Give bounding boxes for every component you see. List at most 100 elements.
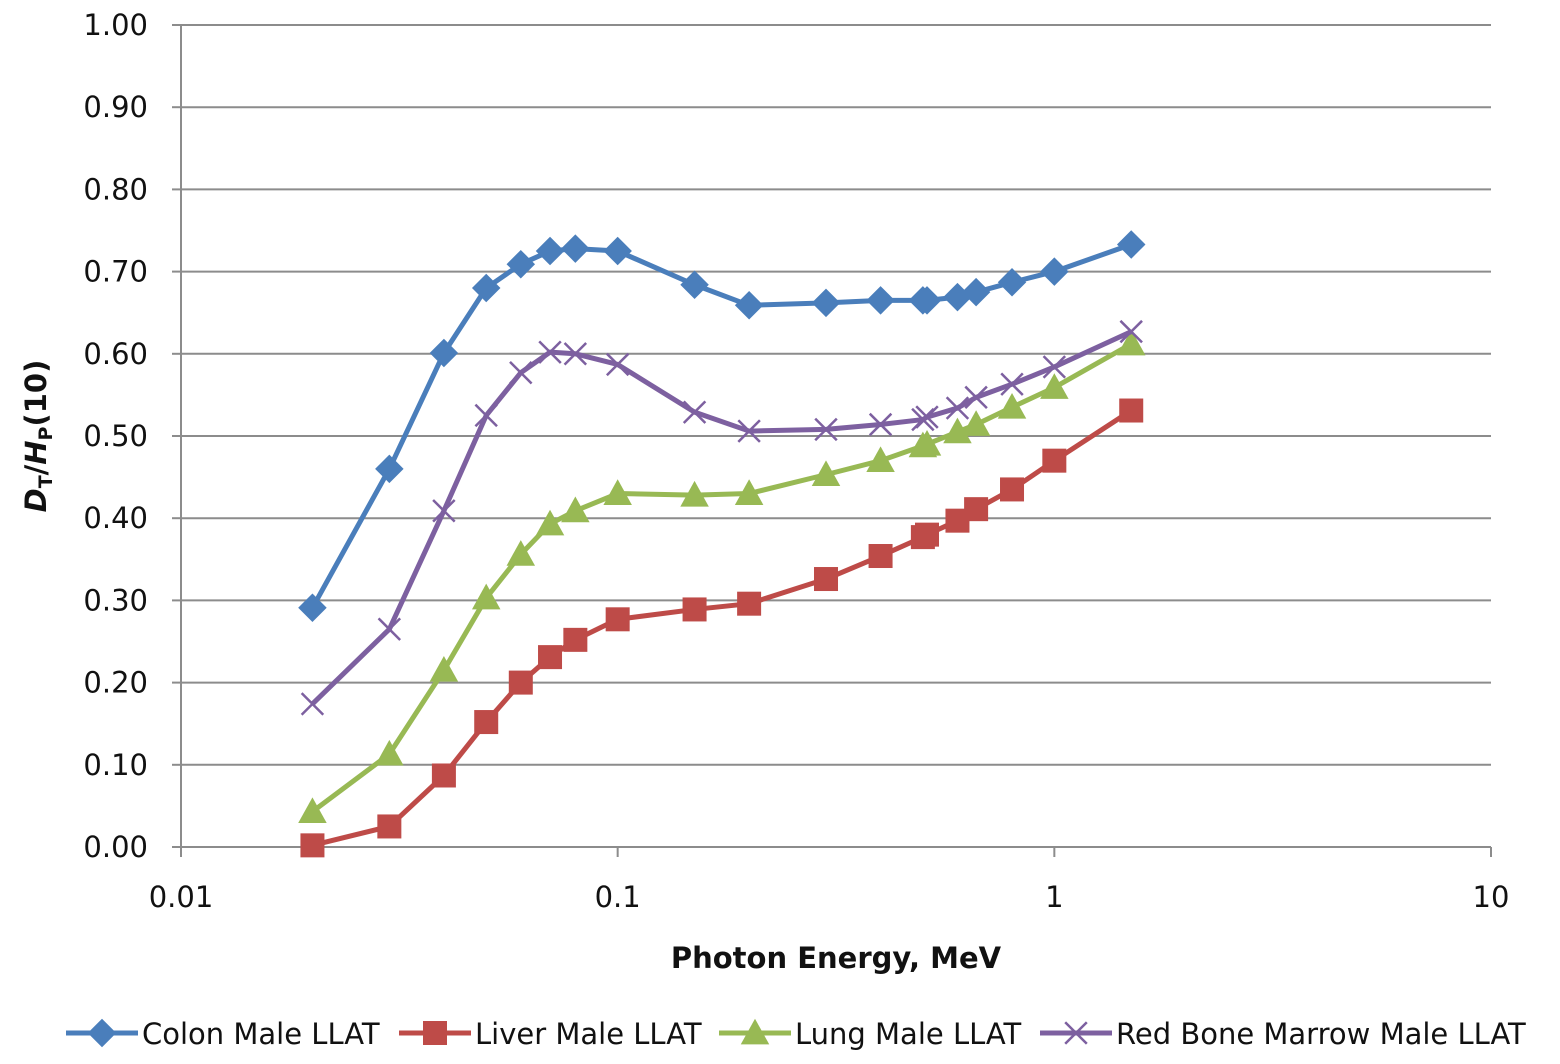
series-liver-male-llat	[300, 398, 1144, 858]
data-point	[680, 270, 709, 300]
data-point	[432, 499, 456, 523]
legend-item: Red Bone Marrow Male LLAT	[1040, 1017, 1526, 1051]
data-point	[538, 340, 562, 364]
data-point	[509, 361, 533, 385]
legend-marker	[1064, 1021, 1088, 1045]
data-point	[1116, 230, 1146, 259]
data-point	[811, 460, 841, 487]
data-point	[811, 288, 841, 318]
data-point	[866, 286, 895, 315]
legend-label: Colon Male LLAT	[142, 1017, 380, 1051]
data-point	[868, 544, 893, 569]
x-tick-label: 0.01	[149, 880, 214, 914]
data-point	[508, 670, 533, 695]
y-tick-label: 1.00	[83, 8, 148, 42]
legend-label: Lung Male LLAT	[795, 1017, 1022, 1051]
data-point	[429, 656, 459, 682]
data-point	[961, 410, 991, 436]
data-point	[866, 446, 895, 473]
data-point	[682, 400, 707, 424]
legend-item: Colon Male LLAT	[66, 1017, 380, 1051]
data-point	[535, 236, 565, 266]
x-tick-label: 0.1	[595, 880, 641, 914]
data-point	[298, 593, 327, 623]
y-tick-label: 0.50	[83, 419, 148, 453]
data-point	[603, 236, 632, 266]
data-point	[1040, 373, 1069, 399]
data-point	[1000, 372, 1024, 396]
data-point	[814, 567, 839, 592]
data-point	[1042, 355, 1067, 379]
data-point	[605, 607, 630, 632]
y-axis-title-sub2: P	[35, 426, 57, 440]
data-point	[506, 540, 536, 566]
y-axis-title-italic2: H	[19, 440, 53, 464]
data-point	[1042, 448, 1067, 473]
data-point	[964, 497, 989, 522]
y-tick-label: 0.20	[83, 666, 148, 700]
legend: Colon Male LLAT Liver Male LLAT Lung Male …	[66, 1017, 1526, 1051]
y-axis-title: DT/HP(10)	[19, 360, 57, 513]
y-axis-title-main: D	[19, 488, 53, 512]
series-lung-male-llat	[298, 329, 1146, 824]
data-point	[563, 342, 588, 366]
data-point	[1116, 329, 1146, 356]
data-point	[377, 814, 402, 839]
data-point	[563, 627, 588, 652]
gridlines	[181, 24, 1491, 766]
y-tick-label: 0.00	[83, 830, 148, 864]
data-point	[868, 412, 893, 437]
data-point	[682, 597, 707, 622]
legend-marker	[740, 1018, 770, 1045]
data-point	[538, 645, 563, 670]
data-point	[915, 522, 940, 547]
data-point	[915, 405, 939, 429]
series-layer	[298, 230, 1146, 858]
y-tick-label: 0.40	[83, 501, 148, 535]
x-axis-title: Photon Energy, MeV	[671, 941, 1002, 975]
data-point	[429, 338, 459, 368]
y-tick-label: 0.60	[83, 337, 148, 371]
data-point	[912, 429, 942, 456]
series-line	[310, 242, 1133, 610]
series-red-bone-marrow-male-llat	[300, 319, 1143, 716]
data-point	[912, 286, 942, 315]
data-point	[997, 392, 1027, 419]
data-point	[964, 385, 988, 410]
data-point	[945, 396, 970, 420]
data-point	[506, 249, 536, 279]
data-point	[561, 496, 590, 523]
data-point	[298, 797, 327, 824]
data-point	[1119, 319, 1143, 344]
y-axis-title-tail: (10)	[19, 360, 53, 427]
data-point	[961, 277, 991, 307]
data-point	[943, 417, 972, 444]
x-tick-label: 10	[1473, 880, 1510, 914]
data-point	[471, 273, 501, 303]
legend-item: Lung Male LLAT	[719, 1017, 1022, 1051]
legend-marker	[423, 1021, 447, 1045]
data-point	[680, 480, 709, 507]
axes: 0.00 0.10 0.20 0.30 0.40 0.50 0.60 0.70 0.80 0.90…	[83, 8, 1509, 914]
data-point	[474, 403, 498, 428]
data-point	[375, 454, 404, 484]
data-point	[535, 509, 565, 536]
data-point	[605, 352, 630, 377]
data-point	[377, 617, 402, 641]
data-point	[474, 710, 499, 735]
y-tick-label: 0.10	[83, 748, 148, 782]
legend-label: Liver Male LLAT	[475, 1017, 702, 1051]
y-axis-title-sub1: T	[35, 475, 57, 488]
legend-marker	[87, 1018, 117, 1048]
y-tick-label: 0.30	[83, 583, 148, 617]
y-axis-title-slash: /	[19, 464, 53, 475]
data-point	[431, 763, 456, 788]
legend-item: Liver Male LLAT	[399, 1017, 702, 1051]
series-colon-male-llat	[298, 230, 1146, 623]
data-point	[734, 291, 764, 320]
data-point	[737, 591, 762, 616]
y-tick-label: 0.90	[83, 90, 148, 124]
data-point	[997, 268, 1027, 297]
data-point	[471, 583, 501, 610]
